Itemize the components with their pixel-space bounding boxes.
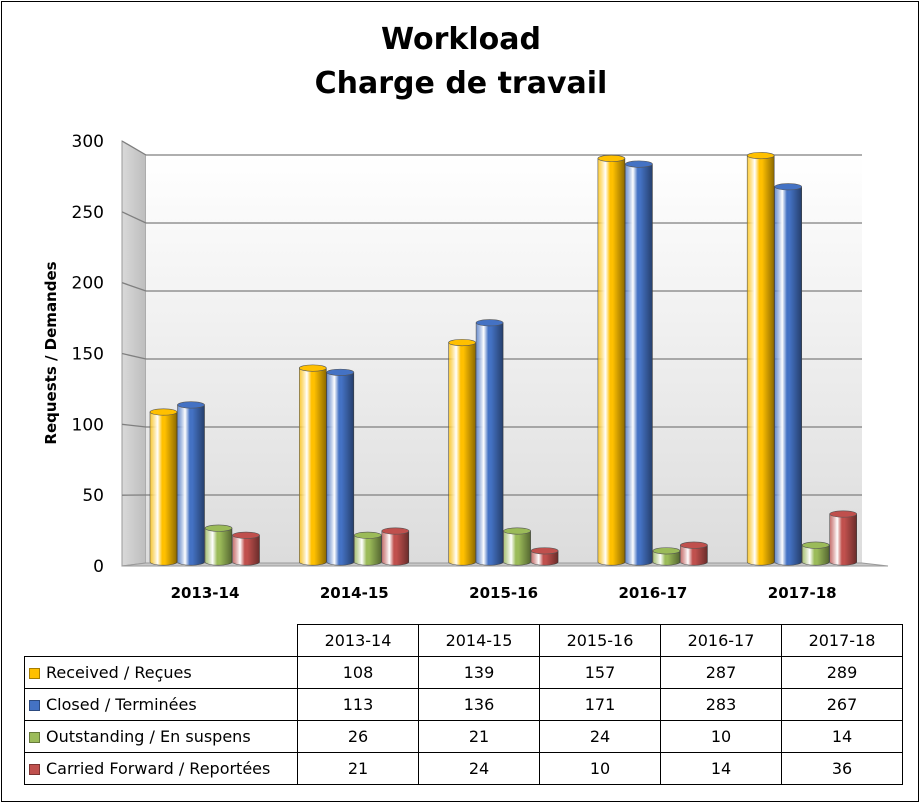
bar xyxy=(204,524,233,566)
legend-swatch xyxy=(29,764,40,775)
bar xyxy=(326,368,355,566)
y-tick-label: 200 xyxy=(72,274,104,294)
series-name: Closed / Terminées xyxy=(46,695,197,714)
x-tick-label: 2017-18 xyxy=(768,584,837,602)
bar xyxy=(475,319,504,566)
legend-swatch xyxy=(29,668,40,679)
y-tick-label: 50 xyxy=(82,486,104,506)
bar xyxy=(503,527,531,566)
legend-swatch xyxy=(29,700,40,711)
data-table-cell: 108 xyxy=(297,656,419,689)
bar xyxy=(774,183,803,566)
data-table-row: Carried Forward / Reportées 21 24 10 14 36 xyxy=(24,752,903,785)
gridline-side xyxy=(121,211,147,224)
bar xyxy=(177,401,205,566)
chart-title: Workload xyxy=(381,22,541,57)
data-table-cell: 21 xyxy=(418,720,540,753)
gridline-side xyxy=(121,352,147,360)
bar-chart: 0 50 100 150 200 250 300 2013-14 2014-15 2015-16… xyxy=(42,132,889,602)
data-table-cell: 21 xyxy=(297,752,419,785)
series-label: Closed / Terminées xyxy=(24,688,298,721)
bar xyxy=(149,408,178,566)
x-tick-label: 2014-15 xyxy=(320,584,389,602)
data-table-cell: 287 xyxy=(660,656,782,689)
gridline-side xyxy=(121,140,147,156)
data-table-year-header: 2014-15 xyxy=(418,624,540,657)
data-table-row: Received / Reçues 108 139 157 287 289 xyxy=(24,656,903,689)
gridline-side xyxy=(121,282,147,292)
data-table-cell: 113 xyxy=(297,688,419,721)
x-tick-label: 2013-14 xyxy=(171,584,240,602)
side-wall xyxy=(121,140,147,567)
bar xyxy=(448,339,476,566)
y-tick-label: 250 xyxy=(72,203,104,223)
bar xyxy=(746,152,775,566)
series-label: Carried Forward / Reportées xyxy=(24,752,298,785)
data-table-cell: 24 xyxy=(539,720,661,753)
y-tick-label: 100 xyxy=(72,415,104,435)
data-table-cell: 171 xyxy=(539,688,661,721)
series-name: Received / Reçues xyxy=(46,663,192,682)
data-table-body: Received / Reçues 108 139 157 287 289 Closed /… xyxy=(24,656,903,785)
data-table-year-header: 2013-14 xyxy=(297,624,419,657)
gridlines xyxy=(121,140,862,496)
bar xyxy=(680,541,708,566)
data-table-cell: 136 xyxy=(418,688,540,721)
bar xyxy=(829,510,858,566)
x-tick-label: 2016-17 xyxy=(618,584,687,602)
chart-subtitle: Charge de travail xyxy=(314,66,608,101)
data-table: 2013-14 2014-15 2015-16 2016-17 2017-18 Rece… xyxy=(24,624,903,785)
x-tick-label: 2015-16 xyxy=(469,584,538,602)
bar xyxy=(625,160,653,566)
gridline-side xyxy=(121,423,147,428)
series-name: Outstanding / En suspens xyxy=(46,727,251,746)
data-table-corner xyxy=(25,625,298,657)
data-table-cell: 283 xyxy=(660,688,782,721)
data-table-cell: 14 xyxy=(781,720,903,753)
bar xyxy=(381,527,410,566)
bar xyxy=(232,531,260,566)
data-table-cell: 36 xyxy=(781,752,903,785)
data-table-cell: 267 xyxy=(781,688,903,721)
data-table-cell: 139 xyxy=(418,656,540,689)
y-tick-label: 150 xyxy=(72,345,104,365)
data-table-cell: 157 xyxy=(539,656,661,689)
y-axis: 0 50 100 150 200 250 300 xyxy=(72,132,104,577)
series-label: Outstanding / En suspens xyxy=(24,720,298,753)
data-table-header: 2013-14 2014-15 2015-16 2016-17 2017-18 xyxy=(25,624,903,657)
data-table-cell: 10 xyxy=(660,720,782,753)
y-tick-label: 300 xyxy=(72,132,104,152)
bar xyxy=(298,364,327,566)
bar xyxy=(652,547,681,566)
data-table-cell: 26 xyxy=(297,720,419,753)
data-table-year-header: 2017-18 xyxy=(781,624,903,657)
legend-swatch xyxy=(29,732,40,743)
data-table-row: Outstanding / En suspens 26 21 24 10 14 xyxy=(24,720,903,753)
y-tick-label: 0 xyxy=(93,557,104,577)
data-table-cell: 289 xyxy=(781,656,903,689)
bar xyxy=(597,154,626,566)
data-table-year-header: 2016-17 xyxy=(660,624,782,657)
bar xyxy=(353,531,382,566)
bars xyxy=(149,152,858,566)
series-label: Received / Reçues xyxy=(24,656,298,689)
data-table-row: Closed / Terminées 113 136 171 283 267 xyxy=(24,688,903,721)
data-table-cell: 24 xyxy=(418,752,540,785)
bar xyxy=(801,541,830,566)
x-axis: 2013-14 2014-15 2015-16 2016-17 2017-18 xyxy=(171,584,837,602)
series-name: Carried Forward / Reportées xyxy=(46,759,271,778)
data-table-cell: 14 xyxy=(660,752,782,785)
y-axis-label: Requests / Demandes xyxy=(42,261,60,444)
data-table-year-header: 2015-16 xyxy=(539,624,661,657)
data-table-cell: 10 xyxy=(539,752,661,785)
bar xyxy=(530,547,559,566)
